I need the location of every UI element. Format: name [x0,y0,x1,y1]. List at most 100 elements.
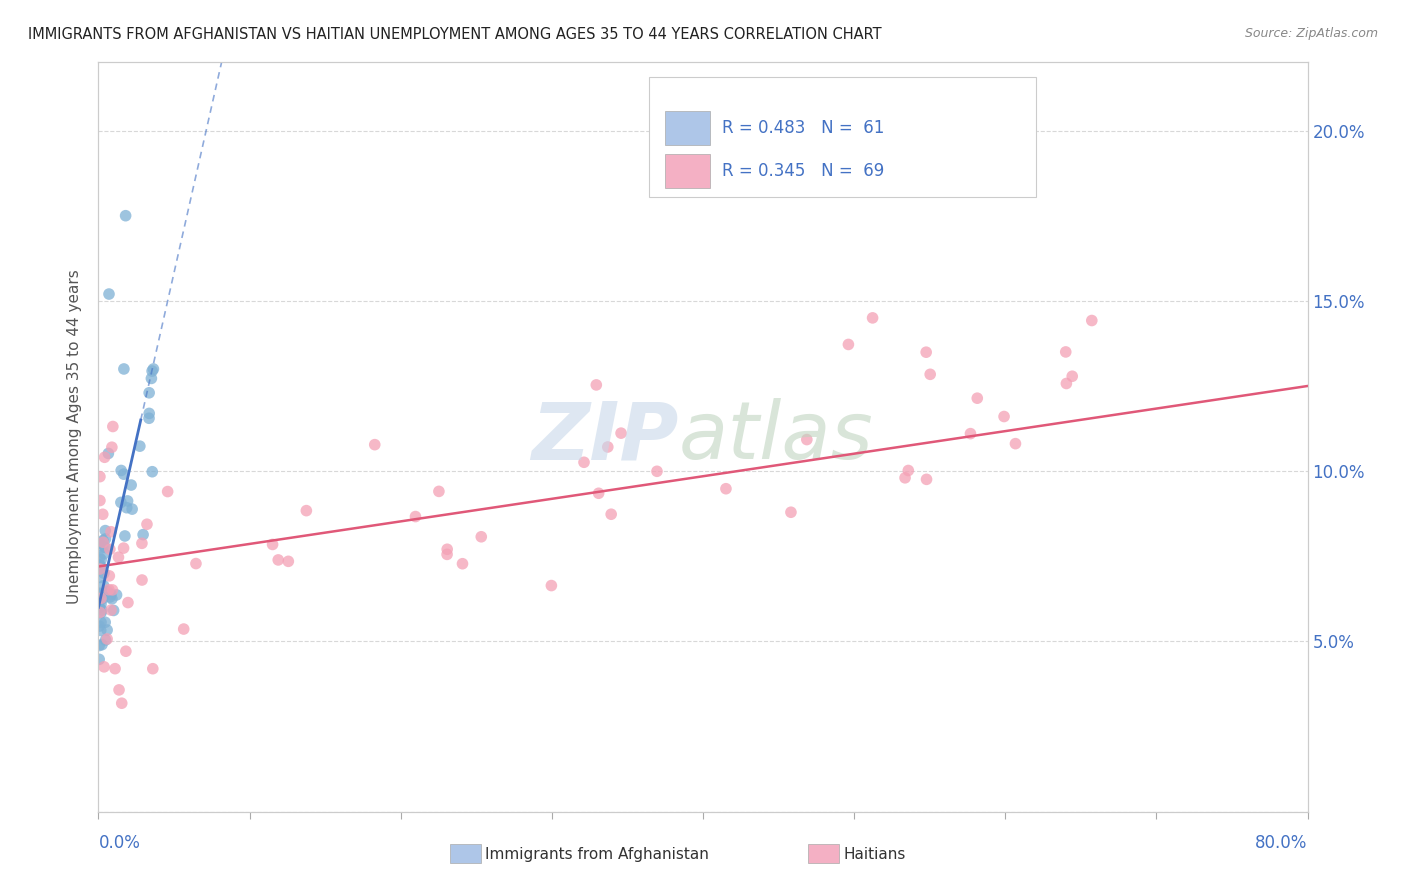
Point [91,533,114,548]
Text: 0.0%: 0.0% [98,834,141,852]
Point [132,527,155,541]
Point [105,588,128,602]
Point [121,502,143,516]
Point [112,362,135,376]
Point [89,639,111,653]
Point [897,463,920,477]
Point [780,505,803,519]
Point [91,540,114,554]
Point [436,542,458,557]
Point [141,364,163,378]
Point [104,662,127,676]
Point [89,606,111,620]
Point [540,578,562,592]
Point [94,632,117,647]
Point [98,590,121,604]
Point [572,455,595,469]
Point [117,494,139,508]
Y-axis label: Unemployment Among Ages 35 to 44 years: Unemployment Among Ages 35 to 44 years [67,269,83,605]
Text: Haitians: Haitians [844,847,905,862]
Point [837,337,859,351]
Point [862,310,884,325]
Text: Immigrants from Afghanistan: Immigrants from Afghanistan [485,847,709,862]
Point [115,644,138,658]
Point [90,606,112,620]
Point [90,591,112,606]
Point [966,391,988,405]
Point [96,623,118,637]
Text: ZIP: ZIP [531,398,679,476]
Point [267,553,290,567]
Point [404,509,426,524]
Point [98,569,121,583]
Point [91,591,114,606]
Point [89,559,111,574]
Point [89,600,111,615]
Point [128,439,150,453]
Point [101,419,124,434]
Point [97,582,120,597]
Point [108,682,131,697]
Point [295,503,318,517]
Point [115,500,138,515]
Point [90,597,112,611]
Point [90,615,112,630]
Point [173,622,195,636]
Text: 80.0%: 80.0% [1256,834,1308,852]
Point [90,552,112,566]
Point [101,591,124,606]
Point [100,587,122,601]
Point [136,517,159,532]
Point [585,378,607,392]
Point [89,586,111,600]
Point [142,362,165,376]
Point [89,562,111,576]
Point [98,287,121,301]
Point [470,530,492,544]
Point [89,562,111,576]
Point [714,482,737,496]
Point [138,406,160,420]
Point [111,696,134,710]
Point [101,582,124,597]
Point [117,596,139,610]
Point [1054,376,1077,391]
Point [101,440,124,454]
Point [114,209,136,223]
Point [436,547,458,561]
Point [89,570,111,584]
Point [93,660,115,674]
Point [1081,313,1104,327]
Text: R = 0.345   N =  69: R = 0.345 N = 69 [721,162,884,180]
Point [262,537,284,551]
Point [97,446,120,460]
Point [138,385,160,400]
Point [1054,345,1077,359]
Point [138,411,160,425]
Point [110,463,132,477]
Point [98,542,121,557]
Point [141,371,163,385]
Point [94,541,117,555]
Point [600,507,623,521]
Point [100,603,122,617]
Point [796,433,818,447]
Point [93,579,115,593]
Point [141,465,163,479]
Point [645,464,668,478]
Point [89,493,111,508]
Point [427,484,450,499]
Point [277,554,299,568]
Point [142,662,165,676]
Point [451,557,474,571]
Point [89,469,111,483]
Point [91,508,114,522]
Point [89,536,111,550]
Point [114,529,136,543]
Point [156,484,179,499]
Point [112,541,135,555]
Point [89,558,111,572]
Point [90,603,112,617]
Point [94,532,117,546]
Point [89,559,111,574]
